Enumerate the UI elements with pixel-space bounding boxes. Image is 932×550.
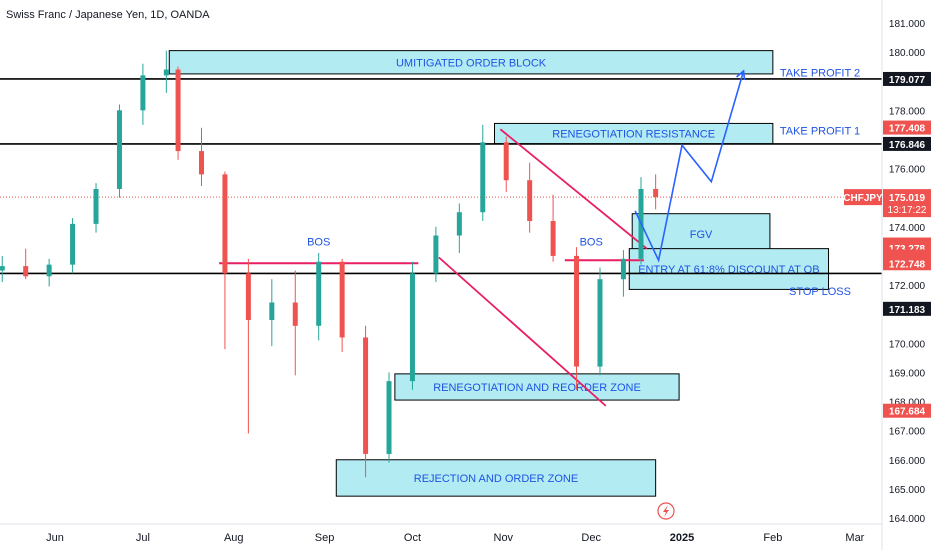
candle-body [386,381,392,454]
x-tick-label: Mar [845,532,864,544]
zone-label: FGV [690,229,713,241]
price-tag-label: 179.077 [889,75,926,86]
candle-body [93,188,99,224]
y-tick-label: 181.000 [889,19,926,30]
candle-body [574,255,580,367]
y-tick-label: 167.000 [889,427,926,438]
price-tag [883,71,931,86]
price-tag-label: 167.684 [889,407,926,418]
side-label: STOP LOSS [789,286,851,298]
candle-body [620,258,626,280]
y-tick-label: 178.000 [889,106,926,117]
price-tag [883,256,931,271]
x-tick-label: Aug [224,532,244,544]
price-tag [883,136,931,151]
zone-label: ENTRY AT 61:8% DISCOUNT AT OB [638,264,819,276]
candle-body [175,69,181,152]
candle-body [363,337,369,454]
x-tick-label: Nov [494,532,514,544]
last-price-tag [883,189,931,218]
y-tick-label: 174.000 [889,223,926,234]
price-tag-label: 172.748 [889,259,926,270]
candle-body [222,174,228,274]
price-axis [882,0,932,550]
y-tick-label: 169.000 [889,368,926,379]
candle-body [0,266,5,271]
projection-arrow-head [736,69,746,81]
price-tag-label: 177.408 [889,124,926,135]
bos-label: BOS [307,236,330,248]
price-tag-label: 176.846 [889,140,926,151]
zone-label: REJECTION AND ORDER ZONE [414,473,578,485]
zone-box [168,50,774,75]
x-tick-label: Jun [46,532,64,544]
candle-body [456,212,462,236]
zone-box [394,373,680,401]
candle-body [292,302,298,326]
candle-body [269,302,275,320]
zone-label: RENEGOTIATION RESISTANCE [552,129,715,141]
y-tick-label: 168.000 [889,398,926,409]
y-tick-label: 166.000 [889,456,926,467]
y-tick-label: 170.000 [889,339,926,350]
candle-body [597,279,603,367]
zone-label: RENEGOTIATION AND REORDER ZONE [433,382,641,394]
candle-body [46,264,52,277]
zone-box [335,459,657,497]
candle-body [23,266,29,277]
price-tag [883,120,931,135]
y-tick-label: 180.000 [889,48,926,59]
lightning-glyph [663,505,669,517]
price-tag [883,301,931,316]
zone-box [628,248,830,290]
price-tag-label: 171.183 [889,305,926,316]
candle-body [140,75,146,111]
candle-body [163,69,169,76]
x-tick-label: Oct [404,532,421,544]
candle-body [550,220,556,256]
x-tick-label: 2025 [670,532,694,544]
candle-body [316,261,322,326]
candle-body [503,142,509,181]
symbol-label: CHFJPY [843,193,883,204]
candle-body [527,180,533,221]
candle-body [653,188,659,198]
chart-title: Swiss Franc / Japanese Yen, 1D, OANDA [6,9,210,21]
candle-body [116,110,122,189]
countdown-label: 13:17:22 [888,205,927,216]
y-tick-label: 164.000 [889,514,926,525]
price-tag [883,403,931,418]
y-tick-label: 172.000 [889,281,926,292]
trend-line [499,128,648,250]
zone-label: UMITIGATED ORDER BLOCK [396,57,547,69]
x-tick-label: Sep [315,532,335,544]
y-tick-label: 176.000 [889,165,926,176]
projection-path [634,70,745,263]
price-tag-label: 173.278 [889,244,926,255]
x-tick-label: Jul [136,532,150,544]
side-label: TAKE PROFIT 2 [780,67,860,79]
trend-line [438,256,607,407]
y-tick-label: 165.000 [889,485,926,496]
candle-body [70,223,76,265]
side-label: TAKE PROFIT 1 [780,126,860,138]
bos-label: BOS [580,236,603,248]
symbol-tag [844,189,882,206]
candle-body [409,273,415,382]
last-price-label: 175.019 [889,193,926,204]
candle-body [199,151,204,175]
x-tick-label: Feb [763,532,782,544]
candle-body [433,235,439,274]
candle-body [480,142,486,213]
candle-body [339,261,345,338]
x-tick-label: Dec [581,532,601,544]
candle-body [245,273,251,320]
